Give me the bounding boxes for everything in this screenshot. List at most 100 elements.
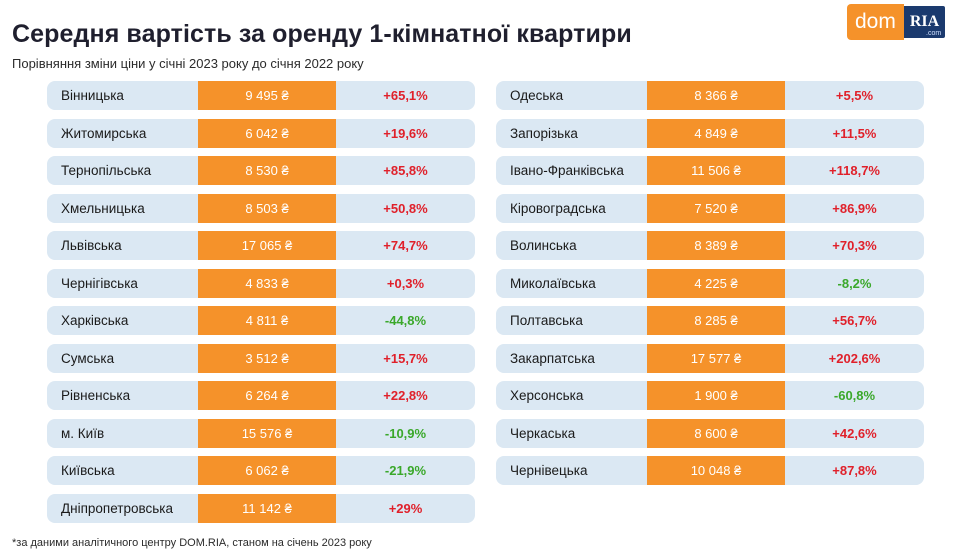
region-name: Хмельницька (61, 200, 145, 216)
region-name: м. Київ (61, 425, 105, 441)
rent-price: 8 366 ₴ (647, 81, 785, 110)
region-name: Чернігівська (61, 275, 138, 291)
table-row: Одеська 8 366 ₴ +5,5% (496, 81, 924, 110)
region-name: Черкаська (510, 425, 576, 441)
price-change: -8,2% (837, 275, 872, 291)
table-row: Львівська 17 065 ₴ +74,7% (47, 231, 475, 260)
rent-price: 8 389 ₴ (647, 231, 785, 260)
table-row: Сумська 3 512 ₴ +15,7% (47, 343, 475, 373)
rent-price: 6 062 ₴ (198, 456, 336, 485)
page-subtitle: Порівняння зміни ціни у січні 2023 року … (12, 56, 364, 71)
region-name: Закарпатська (510, 350, 595, 366)
rent-price: 11 506 ₴ (647, 156, 785, 185)
price-change: +19,6% (383, 125, 428, 141)
source-footnote: *за даними аналітичного центру DOM.RIA, … (12, 537, 372, 549)
price-change: +87,8% (832, 463, 877, 478)
rent-price: 11 142 ₴ (198, 493, 336, 523)
price-change: +118,7% (829, 163, 880, 178)
region-name: Львівська (61, 238, 122, 253)
region-name: Дніпропетровська (61, 500, 174, 516)
table-row: Кіровоградська 7 520 ₴ +86,9% (496, 193, 924, 223)
price-change: -60,8% (833, 388, 876, 403)
logo-com-text: .com (926, 30, 942, 37)
region-name: Чернівецька (510, 463, 588, 478)
rent-price: 4 833 ₴ (198, 268, 336, 298)
price-change: +0,3% (386, 275, 425, 291)
rent-price: 6 042 ₴ (198, 118, 336, 148)
region-name: Миколаївська (510, 275, 596, 291)
price-change: +15,7% (383, 350, 428, 366)
table-row: Івано-Франківська 11 506 ₴ +118,7% (496, 156, 924, 185)
table-row: Полтавська 8 285 ₴ +56,7% (496, 306, 924, 335)
table-row: Хмельницька 8 503 ₴ +50,8% (47, 193, 475, 223)
price-change: -44,8% (384, 313, 427, 328)
table-row: Чернігівська 4 833 ₴ +0,3% (47, 268, 475, 298)
region-name: Івано-Франківська (510, 163, 624, 178)
rent-price: 8 285 ₴ (647, 306, 785, 335)
price-change: +65,1% (383, 88, 428, 103)
price-change: +74,7% (383, 238, 428, 253)
region-name: Київська (61, 463, 115, 478)
region-name: Харківська (61, 313, 129, 328)
logo-dom-part: dom (847, 4, 904, 40)
table-row: Дніпропетровська 11 142 ₴ +29% (47, 493, 475, 523)
table-row: Черкаська 8 600 ₴ +42,6% (496, 418, 924, 448)
price-change: -21,9% (384, 463, 427, 478)
rent-price: 8 503 ₴ (198, 193, 336, 223)
table-row: м. Київ 15 576 ₴ -10,9% (47, 418, 475, 448)
right-price-table: Одеська 8 366 ₴ +5,5% Запорізька 4 849 ₴ +11,… (496, 81, 924, 485)
rent-price: 8 600 ₴ (647, 418, 785, 448)
table-row: Київська 6 062 ₴ -21,9% (47, 456, 475, 485)
table-row: Чернівецька 10 048 ₴ +87,8% (496, 456, 924, 485)
logo-ria-part: RIA .com (903, 4, 948, 40)
price-change: +56,7% (832, 313, 877, 328)
table-row: Херсонська 1 900 ₴ -60,8% (496, 381, 924, 410)
table-row: Харківська 4 811 ₴ -44,8% (47, 306, 475, 335)
table-row: Запорізька 4 849 ₴ +11,5% (496, 118, 924, 148)
rent-price: 10 048 ₴ (647, 456, 785, 485)
price-change: +11,5% (832, 125, 877, 141)
rent-price: 17 065 ₴ (198, 231, 336, 260)
rent-price: 15 576 ₴ (198, 418, 336, 448)
region-name: Волинська (510, 238, 577, 253)
region-name: Вінницька (61, 88, 124, 103)
rent-price: 9 495 ₴ (198, 81, 336, 110)
price-change: +5,5% (835, 88, 874, 103)
rent-price: 17 577 ₴ (647, 343, 785, 373)
region-name: Сумська (61, 350, 115, 366)
table-row: Миколаївська 4 225 ₴ -8,2% (496, 268, 924, 298)
rent-price: 4 225 ₴ (647, 268, 785, 298)
region-name: Одеська (510, 88, 564, 103)
rent-price: 1 900 ₴ (647, 381, 785, 410)
logo-ria-text: RIA (909, 13, 940, 30)
rent-price: 4 811 ₴ (198, 306, 336, 335)
rent-price: 7 520 ₴ (647, 193, 785, 223)
region-name: Кіровоградська (510, 200, 606, 216)
rent-price: 6 264 ₴ (198, 381, 336, 410)
rent-price: 3 512 ₴ (198, 343, 336, 373)
region-name: Херсонська (510, 388, 584, 403)
price-change: +50,8% (383, 200, 428, 216)
left-price-table: Вінницька 9 495 ₴ +65,1% Житомирська 6 042 ₴… (47, 81, 475, 523)
price-change: +22,8% (383, 388, 428, 403)
price-change: +29% (388, 500, 423, 516)
price-change: +86,9% (832, 200, 877, 216)
price-change: -10,9% (384, 425, 427, 441)
table-row: Рівненська 6 264 ₴ +22,8% (47, 381, 475, 410)
table-row: Вінницька 9 495 ₴ +65,1% (47, 81, 475, 110)
table-row: Житомирська 6 042 ₴ +19,6% (47, 118, 475, 148)
rent-price: 8 530 ₴ (198, 156, 336, 185)
region-name: Полтавська (510, 313, 583, 328)
region-name: Тернопільська (61, 163, 152, 178)
dom-ria-logo[interactable]: dom RIA .com (847, 4, 948, 40)
region-name: Запорізька (510, 125, 578, 141)
price-change: +70,3% (832, 238, 877, 253)
table-row: Волинська 8 389 ₴ +70,3% (496, 231, 924, 260)
table-row: Тернопільська 8 530 ₴ +85,8% (47, 156, 475, 185)
page-title: Середня вартість за оренду 1-кімнатної к… (12, 20, 632, 48)
price-change: +85,8% (383, 163, 428, 178)
price-change: +42,6% (832, 425, 877, 441)
price-change: +202,6% (828, 350, 881, 366)
table-row: Закарпатська 17 577 ₴ +202,6% (496, 343, 924, 373)
rent-price: 4 849 ₴ (647, 118, 785, 148)
